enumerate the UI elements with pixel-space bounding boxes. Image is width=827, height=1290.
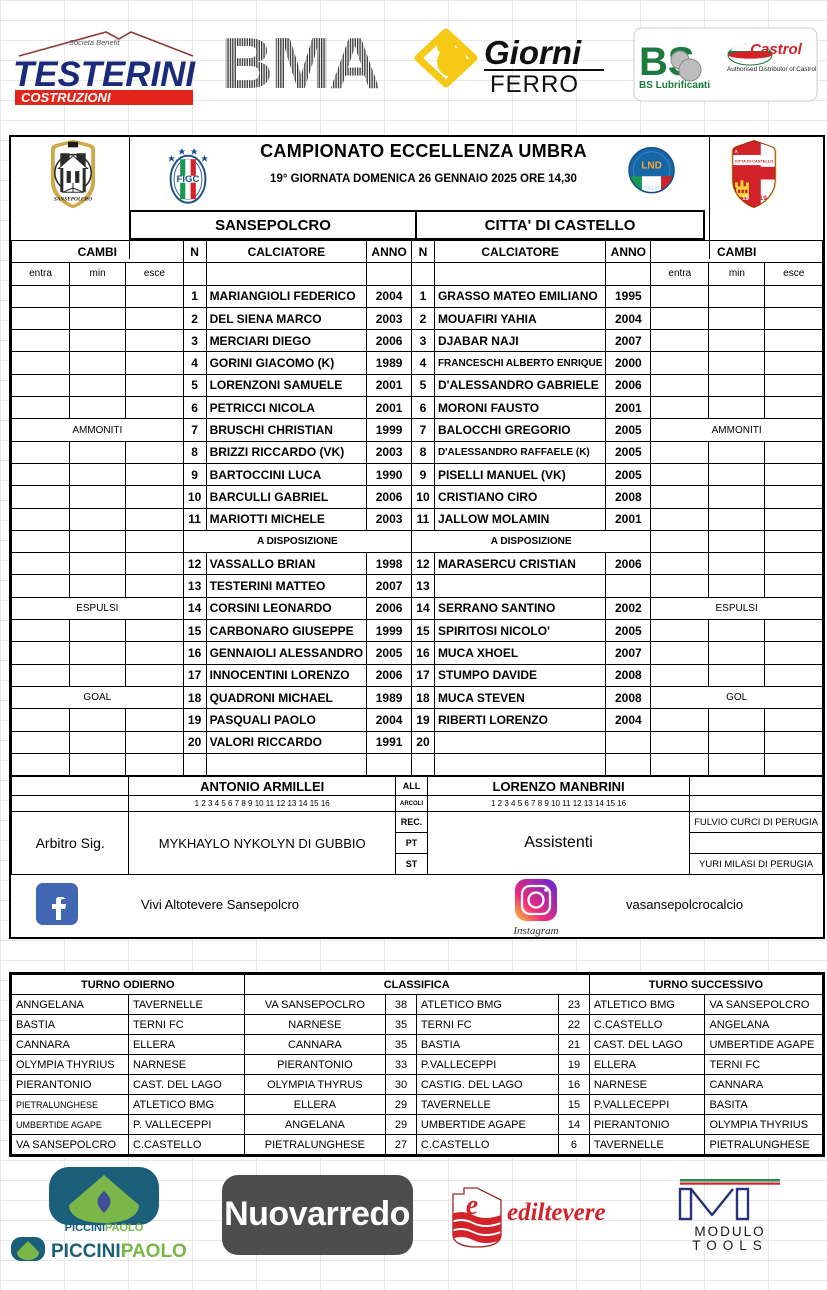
svg-text:PICCINIPAOLO: PICCINIPAOLO [51,1241,187,1262]
svg-text:SANSEPOLCRO: SANSEPOLCRO [54,197,92,203]
svg-text:LND: LND [641,160,662,171]
svg-text:FERRO: FERRO [490,71,579,98]
svg-text:CITTA DI CASTELLO: CITTA DI CASTELLO [735,159,774,164]
svg-text:Nuovarredo: Nuovarredo [224,1195,410,1233]
svg-text:BMA: BMA [225,24,380,104]
svg-text:ediltevere: ediltevere [507,1199,606,1226]
svg-text:FIGC: FIGC [177,174,200,185]
svg-text:ITALIA: ITALIA [643,185,660,191]
svg-text:Authorised Distributor of Cast: Authorised Distributor of Castrol [727,66,816,73]
svg-text:Srl: Srl [699,84,706,90]
svg-text:Societa Benefit: Societa Benefit [69,38,120,47]
svg-text:TESTERINI: TESTERINI [13,55,196,94]
svg-text:Giorni: Giorni [484,34,582,71]
svg-text:TOOLS: TOOLS [693,1238,769,1253]
svg-text:COSTRUZIONI: COSTRUZIONI [21,90,111,105]
svg-text:PICCINIPAOLO: PICCINIPAOLO [64,1222,143,1233]
svg-text:MODULO: MODULO [695,1224,766,1239]
svg-text:Castrol: Castrol [751,41,804,58]
svg-text:e: e [466,1190,478,1221]
